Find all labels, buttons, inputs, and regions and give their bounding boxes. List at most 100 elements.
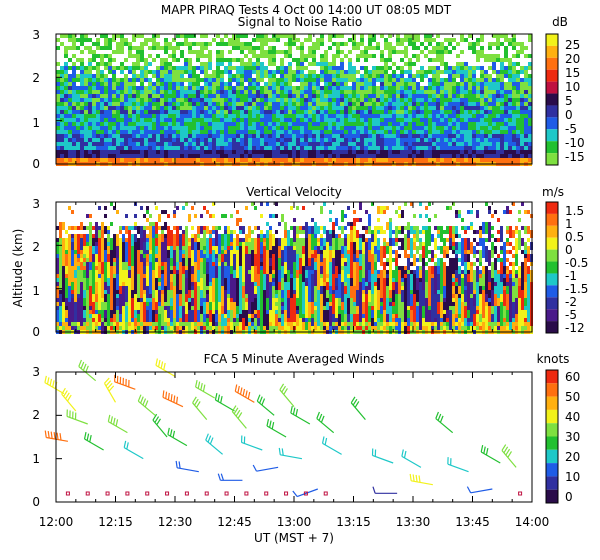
snr-cell: [84, 146, 88, 150]
snr-cell: [376, 146, 380, 150]
snr-cell: [288, 146, 292, 150]
velocity-cell: [179, 258, 182, 262]
velocity-cell: [104, 246, 107, 250]
snr-cell: [328, 142, 332, 146]
snr-cell: [276, 50, 280, 54]
velocity-cell: [110, 318, 113, 322]
velocity-cell: [128, 298, 131, 302]
snr-cell: [152, 102, 156, 106]
velocity-title: Vertical Velocity: [246, 185, 342, 199]
snr-cell: [100, 78, 104, 82]
velocity-cell: [200, 282, 203, 286]
snr-cell: [436, 50, 440, 54]
snr-cell: [76, 122, 80, 126]
snr-cell: [380, 122, 384, 126]
snr-cell: [520, 66, 524, 70]
velocity-cell: [149, 310, 152, 314]
snr-cell: [316, 110, 320, 114]
snr-cell: [232, 58, 236, 62]
velocity-cell: [206, 254, 209, 258]
snr-cell: [176, 42, 180, 46]
velocity-cell: [125, 266, 128, 270]
snr-cell: [248, 122, 252, 126]
snr-cell: [516, 94, 520, 98]
snr-cell: [84, 158, 88, 162]
snr-cell: [320, 42, 324, 46]
snr-cell: [328, 154, 332, 158]
velocity-cell: [92, 242, 95, 246]
snr-cell: [148, 78, 152, 82]
snr-cell: [340, 150, 344, 154]
snr-cell: [212, 142, 216, 146]
snr-cell: [516, 110, 520, 114]
snr-cell: [360, 54, 364, 58]
snr-cell: [508, 78, 512, 82]
velocity-cell: [173, 302, 176, 306]
snr-cell: [312, 70, 316, 74]
snr-cell: [192, 42, 196, 46]
snr-cell: [308, 110, 312, 114]
velocity-cell: [221, 274, 224, 278]
snr-cell: [404, 46, 408, 50]
velocity-cell: [176, 266, 179, 270]
snr-cell: [444, 150, 448, 154]
snr-cell: [412, 138, 416, 142]
velocity-cell: [161, 310, 164, 314]
snr-cell: [388, 42, 392, 46]
snr-cell: [428, 58, 432, 62]
snr-cell: [276, 146, 280, 150]
snr-cell: [332, 142, 336, 146]
snr-cell: [180, 66, 184, 70]
snr-cell: [228, 158, 232, 162]
velocity-cell: [197, 322, 200, 326]
snr-cell: [228, 106, 232, 110]
snr-cell: [256, 146, 260, 150]
velocity-cell: [182, 254, 185, 258]
snr-cell: [452, 74, 456, 78]
snr-cell: [104, 34, 108, 38]
snr-cell: [68, 110, 72, 114]
snr-cell: [368, 118, 372, 122]
velocity-cell: [167, 294, 170, 298]
velocity-cell: [71, 318, 74, 322]
snr-cell: [112, 74, 116, 78]
snr-cell: [236, 98, 240, 102]
snr-cell: [356, 54, 360, 58]
velocity-cell: [113, 302, 116, 306]
snr-cell: [120, 70, 124, 74]
snr-cell: [400, 154, 404, 158]
snr-cell: [496, 98, 500, 102]
snr-cell: [112, 66, 116, 70]
snr-cell: [520, 150, 524, 154]
snr-cell: [232, 130, 236, 134]
velocity-cell: [119, 258, 122, 262]
snr-cell: [440, 146, 444, 150]
snr-cell: [416, 142, 420, 146]
snr-cell: [232, 150, 236, 154]
velocity-cell: [167, 242, 170, 246]
snr-cell: [284, 126, 288, 130]
velocity-cell: [113, 322, 116, 326]
snr-cell: [100, 106, 104, 110]
snr-cell: [264, 74, 268, 78]
snr-cell: [80, 126, 84, 130]
snr-cell: [332, 114, 336, 118]
snr-cell: [424, 74, 428, 78]
snr-cell: [232, 126, 236, 130]
snr-cell: [372, 78, 376, 82]
snr-cell: [460, 154, 464, 158]
snr-cell: [260, 134, 264, 138]
snr-cell: [120, 82, 124, 86]
snr-cell: [336, 78, 340, 82]
velocity-cell: [215, 278, 218, 282]
snr-cell: [404, 62, 408, 66]
snr-cell: [356, 122, 360, 126]
snr-cell: [240, 122, 244, 126]
snr-cell: [484, 70, 488, 74]
snr-cell: [248, 106, 252, 110]
snr-cell: [248, 50, 252, 54]
snr-cell: [504, 66, 508, 70]
snr-cell: [416, 82, 420, 86]
snr-cell: [368, 142, 372, 146]
snr-cell: [260, 150, 264, 154]
